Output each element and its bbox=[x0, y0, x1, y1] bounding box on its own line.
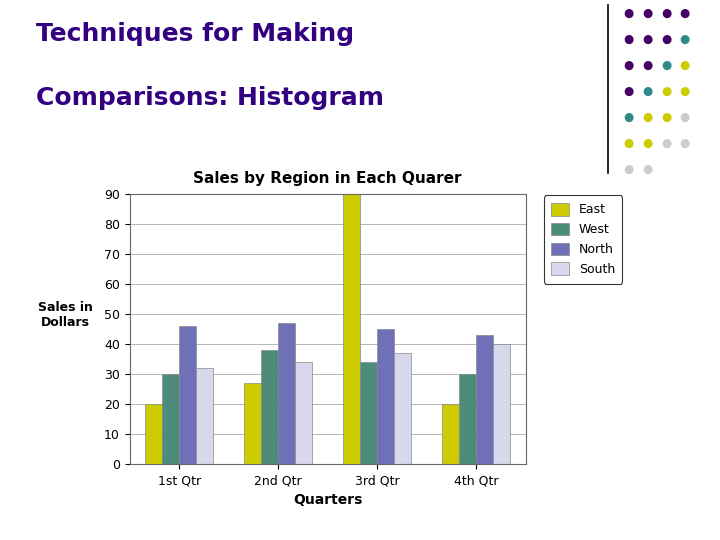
Bar bbox=[295, 362, 312, 464]
Y-axis label: Sales in
Dollars: Sales in Dollars bbox=[37, 301, 92, 329]
Text: ●: ● bbox=[661, 111, 671, 124]
Bar bbox=[459, 374, 476, 464]
Text: ●: ● bbox=[661, 59, 671, 72]
Text: ●: ● bbox=[624, 7, 634, 20]
Text: ●: ● bbox=[624, 111, 634, 124]
Text: ●: ● bbox=[624, 163, 634, 176]
Bar bbox=[394, 353, 410, 464]
Text: ●: ● bbox=[642, 7, 652, 20]
Bar bbox=[377, 329, 394, 464]
Text: Techniques for Making: Techniques for Making bbox=[36, 22, 354, 45]
Bar bbox=[145, 404, 162, 464]
Text: ●: ● bbox=[680, 59, 690, 72]
Text: ●: ● bbox=[624, 137, 634, 150]
Bar bbox=[261, 350, 278, 464]
Text: ●: ● bbox=[680, 85, 690, 98]
Bar bbox=[162, 374, 179, 464]
Text: ●: ● bbox=[661, 7, 671, 20]
Bar bbox=[493, 345, 510, 464]
Text: Comparisons: Histogram: Comparisons: Histogram bbox=[36, 86, 384, 110]
X-axis label: Quarters: Quarters bbox=[293, 492, 362, 507]
Text: ●: ● bbox=[624, 59, 634, 72]
Text: ●: ● bbox=[661, 85, 671, 98]
Text: ●: ● bbox=[642, 85, 652, 98]
Text: ●: ● bbox=[661, 137, 671, 150]
Bar bbox=[360, 362, 377, 464]
Text: ●: ● bbox=[661, 33, 671, 46]
Text: ●: ● bbox=[680, 7, 690, 20]
Text: ●: ● bbox=[642, 59, 652, 72]
Bar bbox=[278, 323, 295, 464]
Title: Sales by Region in Each Quarer: Sales by Region in Each Quarer bbox=[194, 171, 462, 186]
Text: ●: ● bbox=[680, 137, 690, 150]
Legend: East, West, North, South: East, West, North, South bbox=[544, 195, 623, 284]
Text: ●: ● bbox=[642, 33, 652, 46]
Bar bbox=[245, 383, 261, 464]
Bar bbox=[179, 326, 196, 464]
Bar bbox=[196, 368, 213, 464]
Text: ●: ● bbox=[624, 33, 634, 46]
Text: ●: ● bbox=[642, 137, 652, 150]
Text: ●: ● bbox=[680, 33, 690, 46]
Text: ●: ● bbox=[642, 163, 652, 176]
Text: ●: ● bbox=[680, 111, 690, 124]
Bar bbox=[476, 335, 493, 464]
Bar bbox=[442, 404, 459, 464]
Text: ●: ● bbox=[624, 85, 634, 98]
Text: ●: ● bbox=[642, 111, 652, 124]
Bar bbox=[343, 194, 360, 464]
